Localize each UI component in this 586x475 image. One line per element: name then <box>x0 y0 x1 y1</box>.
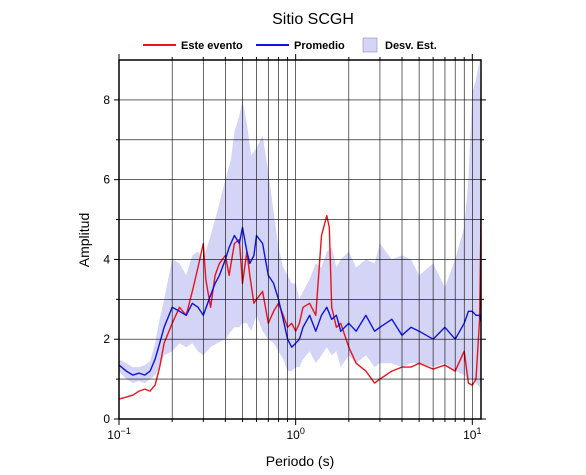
plot-area <box>119 60 481 400</box>
legend: Este evento Promedio Desv. Est. <box>143 37 437 53</box>
chart-title: Sitio SCGH <box>272 11 354 28</box>
y-tick-label: 2 <box>103 332 110 346</box>
plot-frame <box>118 59 482 420</box>
grid <box>119 60 481 419</box>
legend-item-promedio: Promedio <box>256 40 345 52</box>
x-axis-label: Periodo (s) <box>266 453 334 469</box>
x-tick-label: 100 <box>286 426 304 442</box>
y-tick-label: 4 <box>103 252 110 266</box>
y-tick-label: 6 <box>103 173 110 187</box>
x-tick-label-exponent: 1 <box>476 426 481 436</box>
legend-item-este-evento: Este evento <box>143 40 243 52</box>
x-tick-label-exponent: 0 <box>300 426 305 436</box>
y-tick-label: 0 <box>103 412 110 426</box>
y-axis-label: Amplitud <box>76 213 92 267</box>
legend-swatch-desv-est <box>362 37 378 53</box>
series-line-promedio <box>119 226 481 376</box>
legend-label-desv-est: Desv. Est. <box>385 40 437 52</box>
x-tick-label: 101 <box>463 426 481 442</box>
x-tick-label-exponent: −1 <box>121 426 131 436</box>
legend-label-este-evento: Este evento <box>181 40 243 52</box>
legend-item-desv-est: Desv. Est. <box>362 37 437 53</box>
legend-label-promedio: Promedio <box>294 40 345 52</box>
band-desv-est <box>119 60 481 388</box>
x-tick-label: 10−1 <box>107 426 131 442</box>
y-tick-label: 8 <box>103 93 110 107</box>
